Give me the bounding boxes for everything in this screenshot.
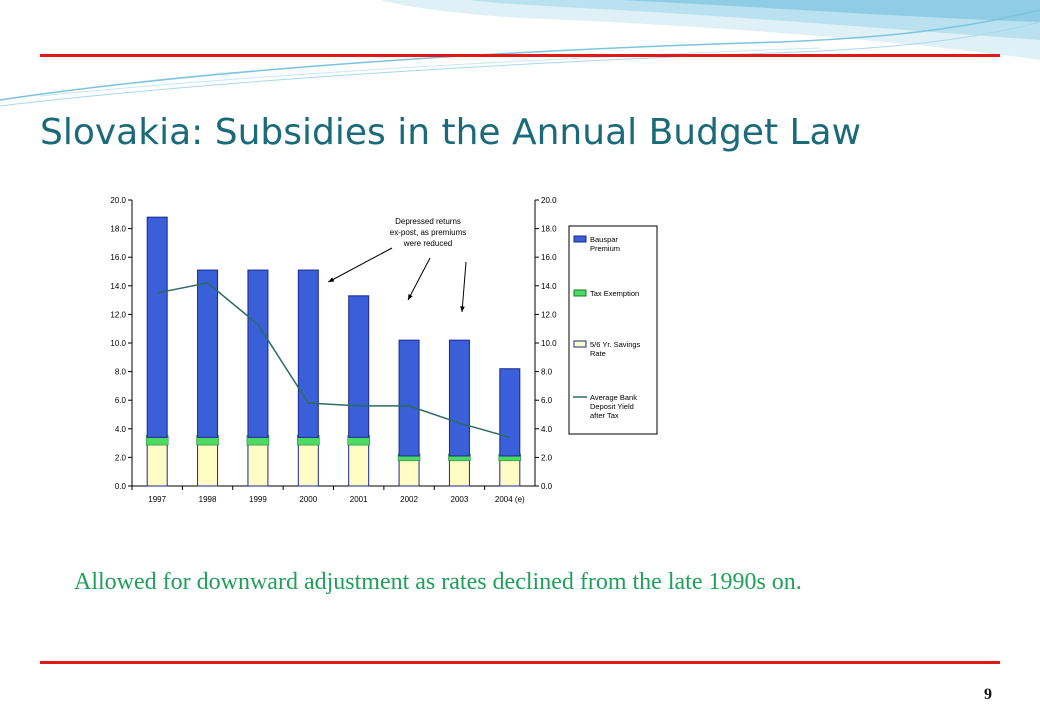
y-tick-label: 10.0: [110, 339, 126, 348]
subsidies-chart: 0.0 2.0 4.0 6.0 8.0 10.0 12.0 14.0 16.0 18.0 20.0 0…: [110, 196, 658, 504]
y2-tick-label: 2.0: [541, 453, 553, 462]
bottom-rule: [40, 661, 1000, 664]
y-tick-label: 14.0: [110, 282, 126, 291]
bar-bauspar-premium: [247, 269, 269, 438]
y-tick-label: 6.0: [115, 396, 127, 405]
bar-bauspar-premium: [297, 269, 319, 438]
bar-savings-rate: [197, 442, 219, 487]
x-tick-label: 2001: [350, 495, 368, 504]
x-tick-label: 2002: [400, 495, 418, 504]
y2-tick-label: 10.0: [541, 339, 557, 348]
y2-tick-label: 4.0: [541, 425, 553, 434]
annotation-text: were reduced: [403, 239, 452, 248]
annotation-arrowhead: [408, 294, 413, 300]
bar-savings-rate: [499, 458, 521, 487]
annotation-arrow: [407, 257, 431, 301]
line-deposit-yield: [157, 282, 511, 439]
bar-bauspar-premium: [197, 269, 219, 438]
bar-savings-rate: [247, 442, 269, 487]
y2-tick-label: 16.0: [541, 253, 557, 262]
bar-bauspar-premium: [499, 368, 521, 457]
x-tick-label: 1997: [148, 495, 166, 504]
y-tick-label: 18.0: [110, 225, 126, 234]
annotation-text: Depressed returns: [395, 217, 461, 226]
legend-bauspar-label: Premium: [590, 244, 620, 253]
bar-bauspar-premium: [146, 216, 168, 438]
x-tick-label: 2004 (e): [495, 495, 525, 504]
annotation-arrow: [461, 261, 467, 313]
annotation-text: ex-post, as premiums: [390, 228, 466, 237]
header-swoosh-decoration: [0, 0, 1040, 107]
legend-box: [568, 225, 658, 435]
bar-savings-rate: [398, 458, 420, 487]
bar-savings-rate: [146, 442, 168, 487]
y-tick-label: 4.0: [115, 425, 127, 434]
y-tick-label: 16.0: [110, 253, 126, 262]
bar-bauspar-premium: [348, 295, 370, 438]
y-tick-label: 8.0: [115, 368, 127, 377]
x-tick-label: 2003: [451, 495, 469, 504]
legend-deposit-yield-label: after Tax: [590, 411, 619, 420]
annotation-arrow: [328, 247, 393, 283]
legend-savings-rate-swatch: [573, 340, 587, 348]
legend-tax-exemption-label: Tax Exemption: [590, 289, 639, 298]
page-number: 9: [984, 686, 992, 703]
bar-savings-rate: [348, 442, 370, 487]
x-tick-label: 1998: [199, 495, 217, 504]
annotation-arrowhead: [328, 277, 335, 282]
y2-tick-label: 6.0: [541, 396, 553, 405]
y-tick-label: 0.0: [115, 482, 127, 491]
y-tick-label: 12.0: [110, 310, 126, 319]
y-tick-label: 20.0: [110, 196, 126, 205]
bar-bauspar-premium: [448, 339, 470, 457]
y2-tick-label: 0.0: [541, 482, 553, 491]
y-tick-label: 2.0: [115, 453, 127, 462]
legend-savings-rate-label: 5/6 Yr. Savings: [590, 340, 641, 349]
slide-caption: Allowed for downward adjustment as rates…: [74, 569, 802, 595]
y2-tick-label: 20.0: [541, 196, 557, 205]
top-rule: [40, 54, 1000, 57]
y2-tick-label: 18.0: [541, 225, 557, 234]
legend-bauspar-label: Bauspar: [590, 235, 618, 244]
legend-deposit-yield-label: Average Bank: [590, 393, 637, 402]
x-tick-label: 2000: [299, 495, 317, 504]
bar-savings-rate: [448, 458, 470, 487]
x-tick-label: 1999: [249, 495, 267, 504]
y2-tick-label: 12.0: [541, 310, 557, 319]
annotation-arrowhead: [460, 306, 465, 312]
legend-savings-rate-label: Rate: [590, 349, 606, 358]
bar-bauspar-premium: [398, 339, 420, 457]
y2-tick-label: 14.0: [541, 282, 557, 291]
legend-tax-exemption-swatch: [573, 289, 587, 297]
bar-savings-rate: [297, 442, 319, 487]
legend-deposit-yield-label: Deposit Yield: [590, 402, 634, 411]
legend-bauspar-swatch: [573, 235, 587, 243]
slide-title: Slovakia: Subsidies in the Annual Budget…: [40, 112, 862, 153]
y2-tick-label: 8.0: [541, 368, 553, 377]
